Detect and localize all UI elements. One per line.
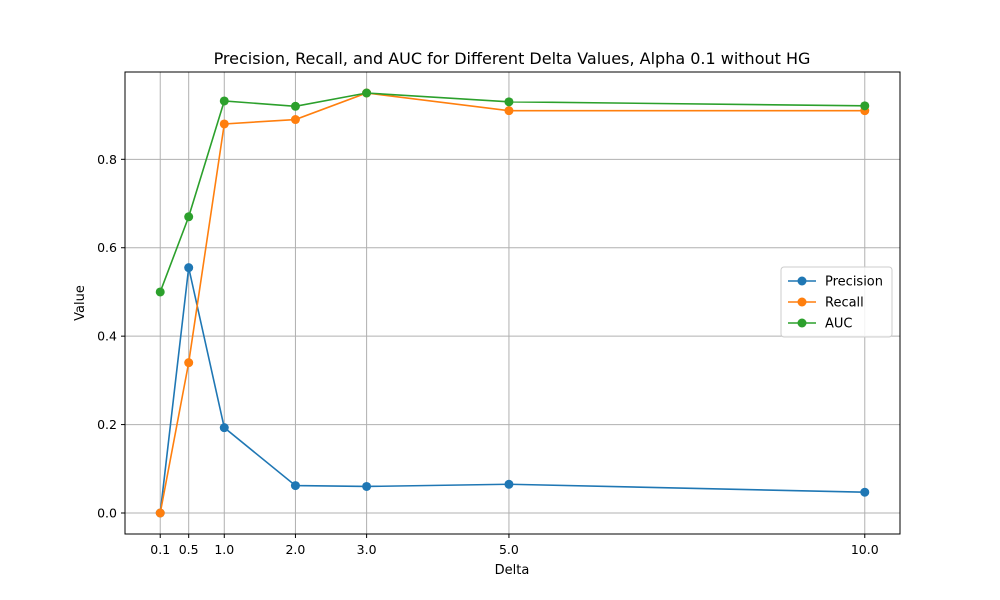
auc-point bbox=[860, 101, 870, 111]
x-tick-label: 2.0 bbox=[285, 542, 305, 557]
series-group bbox=[155, 88, 870, 518]
x-axis-ticks: 0.1 0.5 1.0 2.0 3.0 5.0 10.0 bbox=[150, 534, 879, 557]
x-tick-label: 10.0 bbox=[851, 542, 879, 557]
legend-swatch-marker bbox=[797, 297, 807, 307]
legend: Precision Recall AUC bbox=[780, 266, 893, 338]
auc-point bbox=[155, 287, 165, 297]
y-tick-label: 0.0 bbox=[97, 506, 117, 521]
recall-point bbox=[184, 358, 194, 368]
precision-point bbox=[504, 479, 514, 489]
legend-item-precision: Precision bbox=[788, 275, 883, 290]
recall-line bbox=[159, 92, 865, 514]
y-axis-label: Value bbox=[73, 285, 88, 321]
recall-point bbox=[290, 115, 300, 125]
auc-point bbox=[184, 212, 194, 222]
precision-point bbox=[184, 263, 194, 273]
legend-label: AUC bbox=[825, 317, 853, 332]
auc-point bbox=[290, 101, 300, 111]
auc-point bbox=[219, 96, 229, 106]
series-precision bbox=[155, 263, 870, 518]
y-tick-label: 0.8 bbox=[97, 152, 117, 167]
y-axis-ticks: 0.0 0.2 0.4 0.6 0.8 bbox=[97, 152, 125, 521]
precision-point bbox=[860, 487, 870, 497]
legend-box bbox=[780, 266, 893, 338]
x-tick-label: 0.5 bbox=[179, 542, 199, 557]
legend-swatch-marker bbox=[797, 318, 807, 328]
y-tick-label: 0.6 bbox=[97, 240, 117, 255]
precision-point bbox=[362, 481, 372, 491]
legend-item-auc: AUC bbox=[788, 317, 853, 332]
auc-point bbox=[504, 97, 514, 107]
series-recall bbox=[155, 88, 870, 518]
x-tick-label: 3.0 bbox=[357, 542, 377, 557]
grid-lines bbox=[125, 72, 900, 534]
x-tick-label: 1.0 bbox=[214, 542, 234, 557]
y-tick-label: 0.4 bbox=[97, 329, 117, 344]
recall-point bbox=[155, 508, 165, 518]
precision-line bbox=[159, 267, 865, 514]
legend-swatch-marker bbox=[797, 276, 807, 286]
auc-line bbox=[159, 92, 865, 293]
legend-label: Precision bbox=[825, 275, 883, 290]
recall-point bbox=[504, 106, 514, 116]
precision-point bbox=[290, 481, 300, 491]
series-auc bbox=[155, 88, 870, 297]
x-axis-label: Delta bbox=[495, 563, 530, 578]
legend-item-recall: Recall bbox=[788, 296, 864, 311]
y-tick-label: 0.2 bbox=[97, 417, 117, 432]
chart-title: Precision, Recall, and AUC for Different… bbox=[214, 49, 811, 68]
auc-point bbox=[362, 88, 372, 98]
precision-point bbox=[219, 423, 229, 433]
plot-frame bbox=[124, 71, 901, 535]
x-tick-label: 5.0 bbox=[499, 542, 519, 557]
legend-label: Recall bbox=[825, 296, 864, 311]
recall-point bbox=[219, 119, 229, 129]
x-tick-label: 0.1 bbox=[150, 542, 170, 557]
